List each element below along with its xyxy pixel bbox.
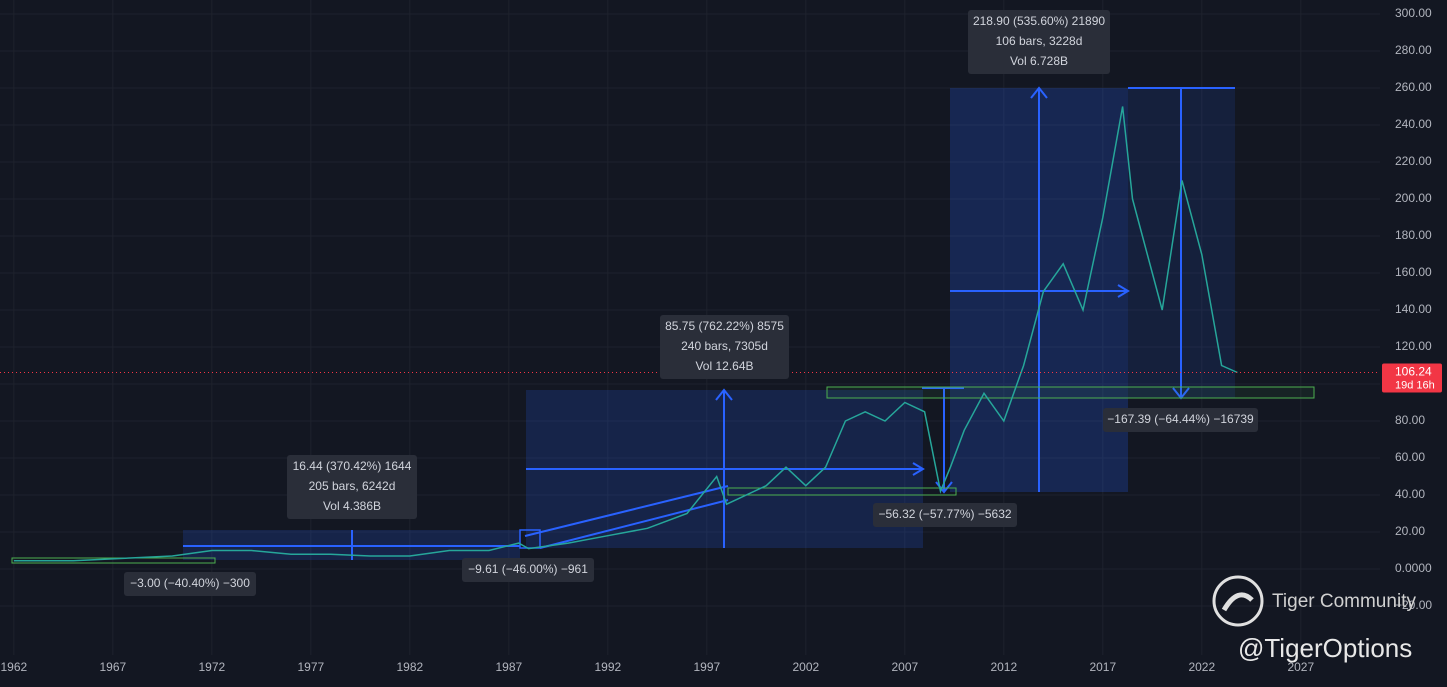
y-tick-label: 160.00 xyxy=(1395,265,1432,279)
annotation-text: Vol 4.386B xyxy=(323,499,381,513)
y-tick-label: 260.00 xyxy=(1395,80,1432,94)
trend-line xyxy=(524,485,729,537)
annotation-box xyxy=(462,558,594,582)
y-tick-label: 280.00 xyxy=(1395,43,1432,57)
logo xyxy=(1212,575,1264,627)
annotation-box xyxy=(968,10,1110,74)
annotation-text: −3.00 (−40.40%) −300 xyxy=(130,576,250,590)
annotation-text: 16.44 (370.42%) 1644 xyxy=(293,459,412,473)
x-tick-label: 1967 xyxy=(100,660,127,674)
logo xyxy=(1221,592,1254,612)
y-tick-label: 60.00 xyxy=(1395,450,1425,464)
countdown-label: 19d 16h xyxy=(1395,379,1435,391)
x-tick-label: 2007 xyxy=(891,660,918,674)
price-line xyxy=(13,106,1238,562)
y-tick-label: 240.00 xyxy=(1395,117,1432,131)
watermark: Tiger Community @TigerOptions xyxy=(1212,575,1416,663)
annotation-box xyxy=(660,315,789,379)
y-tick-label: 180.00 xyxy=(1395,228,1432,242)
annotation-box xyxy=(1103,408,1258,432)
annotations: 16.44 (370.42%) 1644 205 bars, 6242d Vol 4… xyxy=(124,10,1258,596)
annotation-box xyxy=(287,455,417,519)
y-tick-label: 80.00 xyxy=(1395,413,1425,427)
trend-line xyxy=(539,499,729,549)
x-tick-label: 1992 xyxy=(594,660,621,674)
level-box xyxy=(11,557,216,564)
y-tick-label: 120.00 xyxy=(1395,339,1432,353)
annotation-text: 218.90 (535.60%) 21890 xyxy=(973,14,1105,28)
annotation-text: Vol 6.728B xyxy=(1010,54,1068,68)
x-tick-label: 2012 xyxy=(990,660,1017,674)
annotation-text: −9.61 (−46.00%) −961 xyxy=(468,562,588,576)
x-tick-label: 2027 xyxy=(1287,660,1314,674)
axes: 300.00 280.00 260.00 240.00 220.00 200.00 180.… xyxy=(1,6,1442,674)
level-box xyxy=(826,386,1315,399)
arrow-head xyxy=(1117,284,1130,298)
y-tick-label: 200.00 xyxy=(1395,191,1432,205)
x-tick-label: 1987 xyxy=(495,660,522,674)
watermark-text: Tiger Community xyxy=(1272,591,1416,612)
annotation-text: 85.75 (762.22%) 8575 xyxy=(665,319,784,333)
level-box xyxy=(727,487,957,496)
x-tick-label: 1982 xyxy=(396,660,423,674)
arrow-head xyxy=(715,388,733,401)
arrow-head xyxy=(912,462,925,476)
x-tick-label: 2022 xyxy=(1188,660,1215,674)
arrow-head xyxy=(1030,86,1048,99)
x-tick-label: 1962 xyxy=(1,660,28,674)
annotation-box xyxy=(873,503,1017,527)
annotation-box xyxy=(124,572,256,596)
y-tick-label: 20.00 xyxy=(1395,524,1425,538)
x-tick-label: 2002 xyxy=(792,660,819,674)
y-tick-label: 140.00 xyxy=(1395,302,1432,316)
annotation-text: −167.39 (−64.44%) −16739 xyxy=(1107,412,1254,426)
y-tick-label: 220.00 xyxy=(1395,154,1432,168)
x-tick-label: 1977 xyxy=(297,660,324,674)
last-price-badge xyxy=(1382,363,1442,393)
annotation-text: −56.32 (−57.77%) −5632 xyxy=(878,507,1011,521)
x-tick-label: 1972 xyxy=(198,660,225,674)
annotation-text: Vol 12.64B xyxy=(695,359,753,373)
annotation-text: 240 bars, 7305d xyxy=(681,339,768,353)
y-tick-label: 40.00 xyxy=(1395,487,1425,501)
series xyxy=(0,106,1380,562)
x-tick-label: 1997 xyxy=(693,660,720,674)
last-price-label: 106.24 xyxy=(1395,365,1432,379)
y-tick-label: 0.0000 xyxy=(1395,561,1432,575)
annotation-text: 106 bars, 3228d xyxy=(996,34,1083,48)
annotation-text: 205 bars, 6242d xyxy=(309,479,396,493)
y-tick-label: −20.00 xyxy=(1395,598,1432,612)
x-tick-label: 2017 xyxy=(1089,660,1116,674)
y-tick-label: 300.00 xyxy=(1395,6,1432,20)
watermark-handle: @TigerOptions xyxy=(1238,633,1412,663)
